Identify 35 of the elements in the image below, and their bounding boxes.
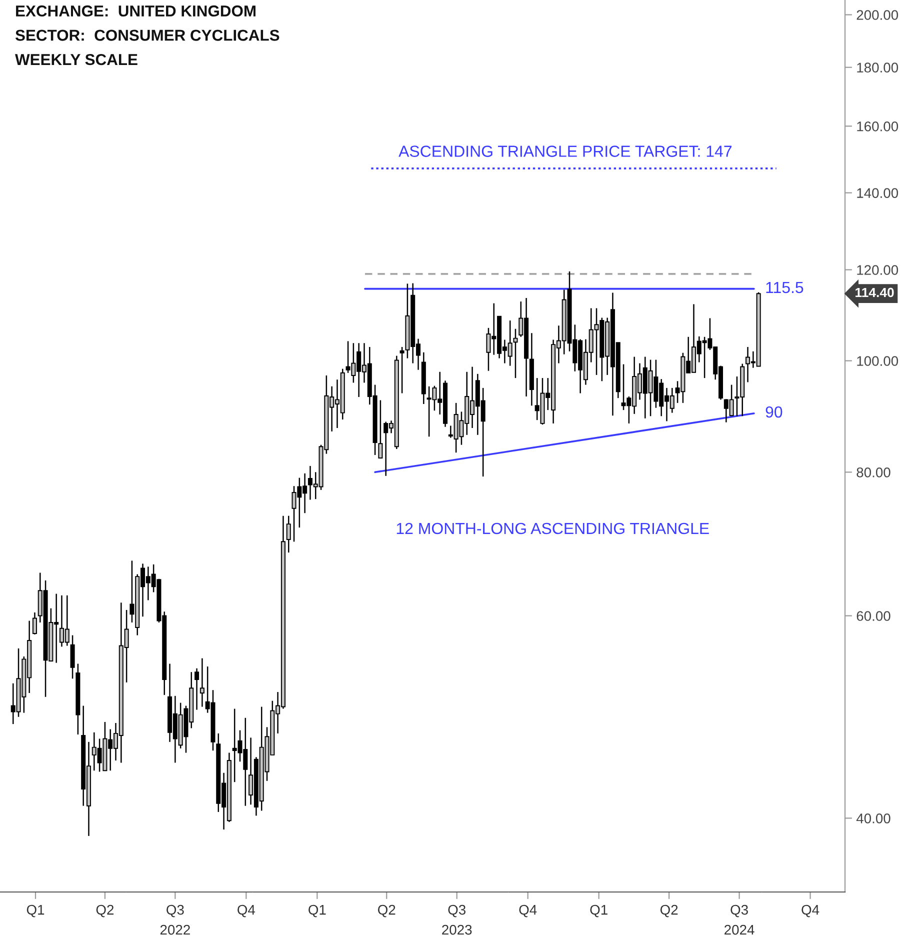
y-tick-label: 140.00	[857, 188, 898, 198]
y-tick-label: 160.00	[857, 121, 898, 132]
x-tick-label: Q3 2022	[160, 904, 190, 935]
y-tick-label: 180.00	[857, 62, 898, 73]
x-tick-label: Q2	[96, 904, 114, 918]
x-tick-label: Q3 2023	[442, 904, 472, 935]
candlestick	[194, 668, 200, 710]
text: 114.40	[856, 288, 894, 298]
candlestick	[513, 328, 518, 379]
annotation: 90	[766, 406, 782, 418]
x-tick-label: Q3 2024	[724, 904, 754, 935]
y-tick-label: 200.00	[856, 10, 898, 20]
x-tick-label: Q4	[238, 904, 256, 918]
y-tick-label: 40.00	[856, 813, 890, 824]
y-tick-label: 80.00	[856, 467, 890, 478]
candlestick	[400, 346, 404, 394]
text: EXCHANGE: UNITED KINGDOM SECTOR: CONSUMER CYCLICALS WEEKLY SCALE	[15, 5, 280, 66]
x-tick-label: Q1	[26, 904, 44, 918]
y-tick-label: 100.00	[857, 356, 898, 366]
candlestick	[200, 658, 204, 708]
annotation: 12 MONTH-LONG ASCENDING TRIANGLE	[396, 522, 709, 534]
x-tick-label: Q4	[519, 904, 537, 918]
x-tick-label: Q4	[802, 904, 820, 918]
candlestick	[286, 515, 291, 554]
y-tick-label: 60.00	[856, 611, 890, 621]
x-tick-label: Q1	[308, 904, 326, 918]
candlestick	[70, 634, 75, 680]
x-tick-label: Q2	[378, 904, 396, 918]
y-tick-label: 120.00	[857, 265, 898, 275]
series-label: ASCENDING TRIANGLE PRICE TARGET: 147	[398, 146, 732, 157]
x-tick-label: Q2	[660, 904, 678, 918]
candlestick	[32, 612, 37, 636]
annotation: 115.5	[766, 282, 804, 294]
x-tick-label: Q1	[590, 904, 608, 918]
candlestick	[378, 400, 383, 459]
